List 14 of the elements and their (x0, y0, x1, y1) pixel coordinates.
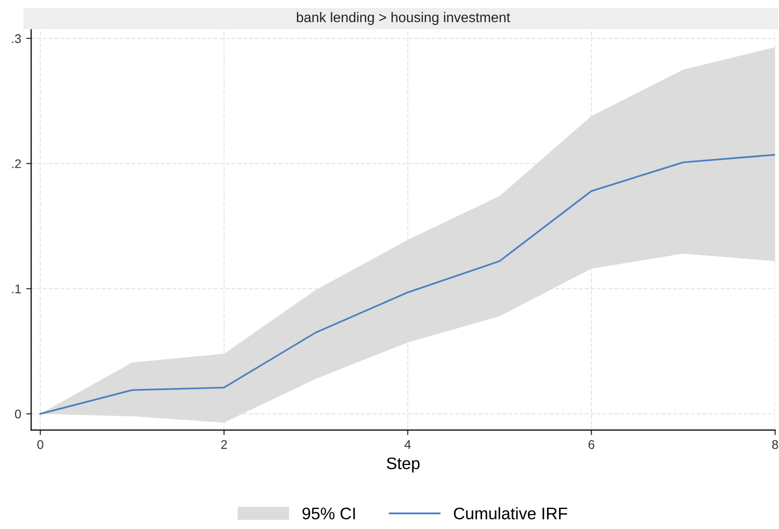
x-tick-label: 4 (404, 440, 411, 449)
line-series (40, 154, 776, 415)
x-tick-label: 0 (37, 440, 44, 449)
text: 95% CI (302, 508, 355, 520)
legend-label: Cumulative IRF (454, 507, 568, 520)
x-tick-label: 8 (772, 440, 778, 449)
chart-title: bank lending > housing investment (296, 12, 510, 25)
y-tick-label: .2 (12, 159, 21, 168)
y-tick-label: .1 (12, 284, 21, 294)
x-axis-title: Step (386, 457, 420, 473)
y-tick-label: .3 (12, 34, 21, 44)
y-tick-label: 0 (14, 410, 21, 418)
x-tick-label: 6 (588, 440, 594, 449)
x-tick-label: 2 (221, 440, 227, 449)
